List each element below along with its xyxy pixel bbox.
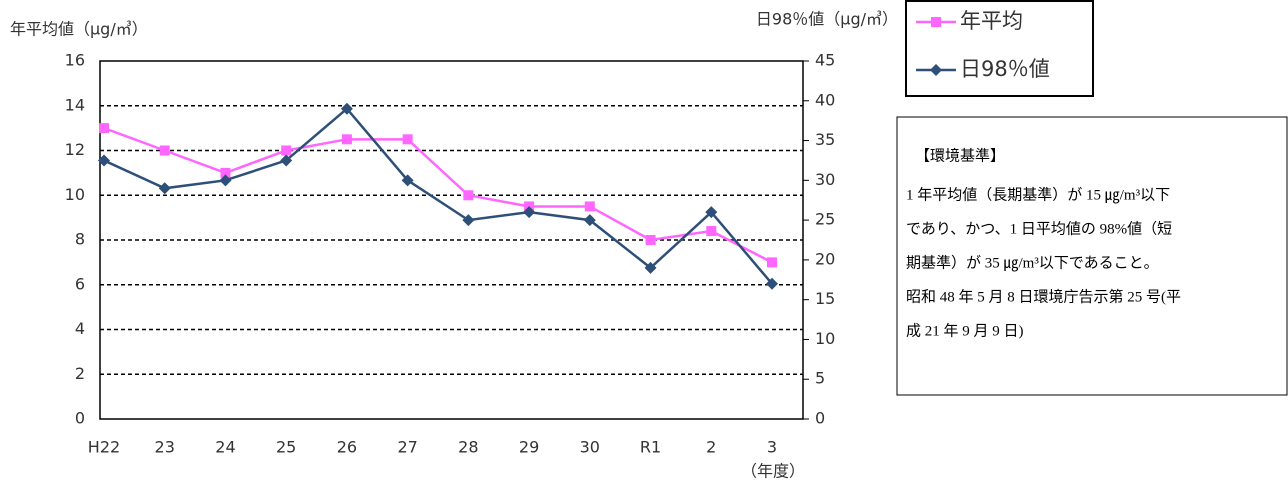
y-tick-label: 14 bbox=[65, 95, 85, 114]
x-tick-label: H22 bbox=[88, 438, 120, 457]
y2-tick-label: 35 bbox=[815, 130, 835, 149]
marker bbox=[402, 134, 413, 145]
series-line bbox=[103, 126, 773, 264]
y-tick-label: 10 bbox=[65, 185, 85, 204]
marker bbox=[705, 206, 718, 219]
x-tick-label: 27 bbox=[397, 438, 417, 457]
marker bbox=[280, 154, 293, 167]
x-tick-label: 3 bbox=[767, 438, 777, 457]
marker bbox=[706, 226, 717, 237]
x-tick-label: 2 bbox=[706, 438, 716, 457]
plot-area bbox=[99, 60, 804, 420]
y-tick-label: 4 bbox=[75, 319, 85, 338]
marker bbox=[644, 261, 657, 274]
y2-tick-label: 15 bbox=[815, 289, 835, 308]
marker bbox=[340, 102, 353, 115]
marker bbox=[767, 257, 777, 268]
note-heading: 【環境基準】 bbox=[915, 146, 1005, 164]
marker bbox=[341, 134, 352, 145]
marker bbox=[523, 206, 536, 219]
y2-axis-label: 日98％値（μg/㎥） bbox=[756, 10, 898, 29]
y2-tick-label: 0 bbox=[815, 409, 825, 428]
marker bbox=[645, 235, 656, 245]
marker bbox=[766, 277, 778, 290]
y2-tick-label: 10 bbox=[815, 329, 835, 348]
note-line: 期基準）が 35 ㎍/m³以下であること。 bbox=[906, 254, 1159, 271]
y2-tick-label: 25 bbox=[815, 210, 835, 229]
note-line: 成 21 年 9 月 9 日) bbox=[906, 322, 1024, 339]
x-tick-label: 25 bbox=[276, 438, 296, 457]
marker bbox=[158, 182, 171, 195]
note-line: 昭和 48 年 5 月 8 日環境庁告示第 25 号(平 bbox=[906, 287, 1181, 305]
marker bbox=[220, 167, 231, 178]
x-axis-label: （年度） bbox=[741, 462, 805, 481]
note-box bbox=[896, 116, 1288, 396]
legend-label: 日98％値 bbox=[960, 57, 1050, 81]
x-tick-label: 29 bbox=[519, 438, 539, 457]
series-line bbox=[103, 106, 773, 285]
y-tick-label: 6 bbox=[75, 274, 85, 293]
legend-label: 年平均 bbox=[960, 9, 1023, 33]
marker bbox=[98, 154, 110, 167]
y-tick-label: 8 bbox=[75, 230, 85, 249]
marker bbox=[99, 123, 109, 134]
note-line: 1 年平均値（長期基準）が 15 ㎍/m³以下 bbox=[906, 186, 1170, 203]
y2-tick-label: 30 bbox=[815, 170, 835, 189]
marker bbox=[463, 190, 474, 201]
y-tick-label: 16 bbox=[65, 51, 85, 70]
y2-tick-label: 40 bbox=[815, 90, 835, 109]
marker bbox=[401, 174, 414, 187]
legend-box bbox=[905, 0, 1094, 97]
note-line: であり、かつ、1 日平均値の 98%値（短 bbox=[906, 220, 1172, 237]
marker bbox=[930, 64, 942, 76]
marker bbox=[219, 174, 232, 187]
y-tick-label: 2 bbox=[75, 364, 85, 383]
x-tick-label: 26 bbox=[337, 438, 357, 457]
x-tick-label: 30 bbox=[580, 438, 600, 457]
y2-tick-label: 5 bbox=[815, 369, 825, 388]
marker bbox=[462, 214, 475, 227]
y-tick-label: 12 bbox=[65, 140, 85, 159]
marker bbox=[281, 145, 292, 156]
y2-tick-label: 20 bbox=[815, 249, 835, 268]
y-axis-label: 年平均値（μg/㎥） bbox=[10, 20, 148, 39]
x-tick-label: 24 bbox=[215, 438, 235, 457]
y2-tick-label: 45 bbox=[815, 51, 835, 70]
marker bbox=[583, 214, 596, 227]
marker bbox=[584, 201, 595, 212]
y-tick-label: 0 bbox=[75, 409, 85, 428]
x-tick-label: R1 bbox=[640, 438, 661, 457]
marker bbox=[159, 145, 170, 156]
x-tick-label: 23 bbox=[155, 438, 175, 457]
marker bbox=[931, 17, 941, 27]
x-tick-label: 28 bbox=[458, 438, 478, 457]
